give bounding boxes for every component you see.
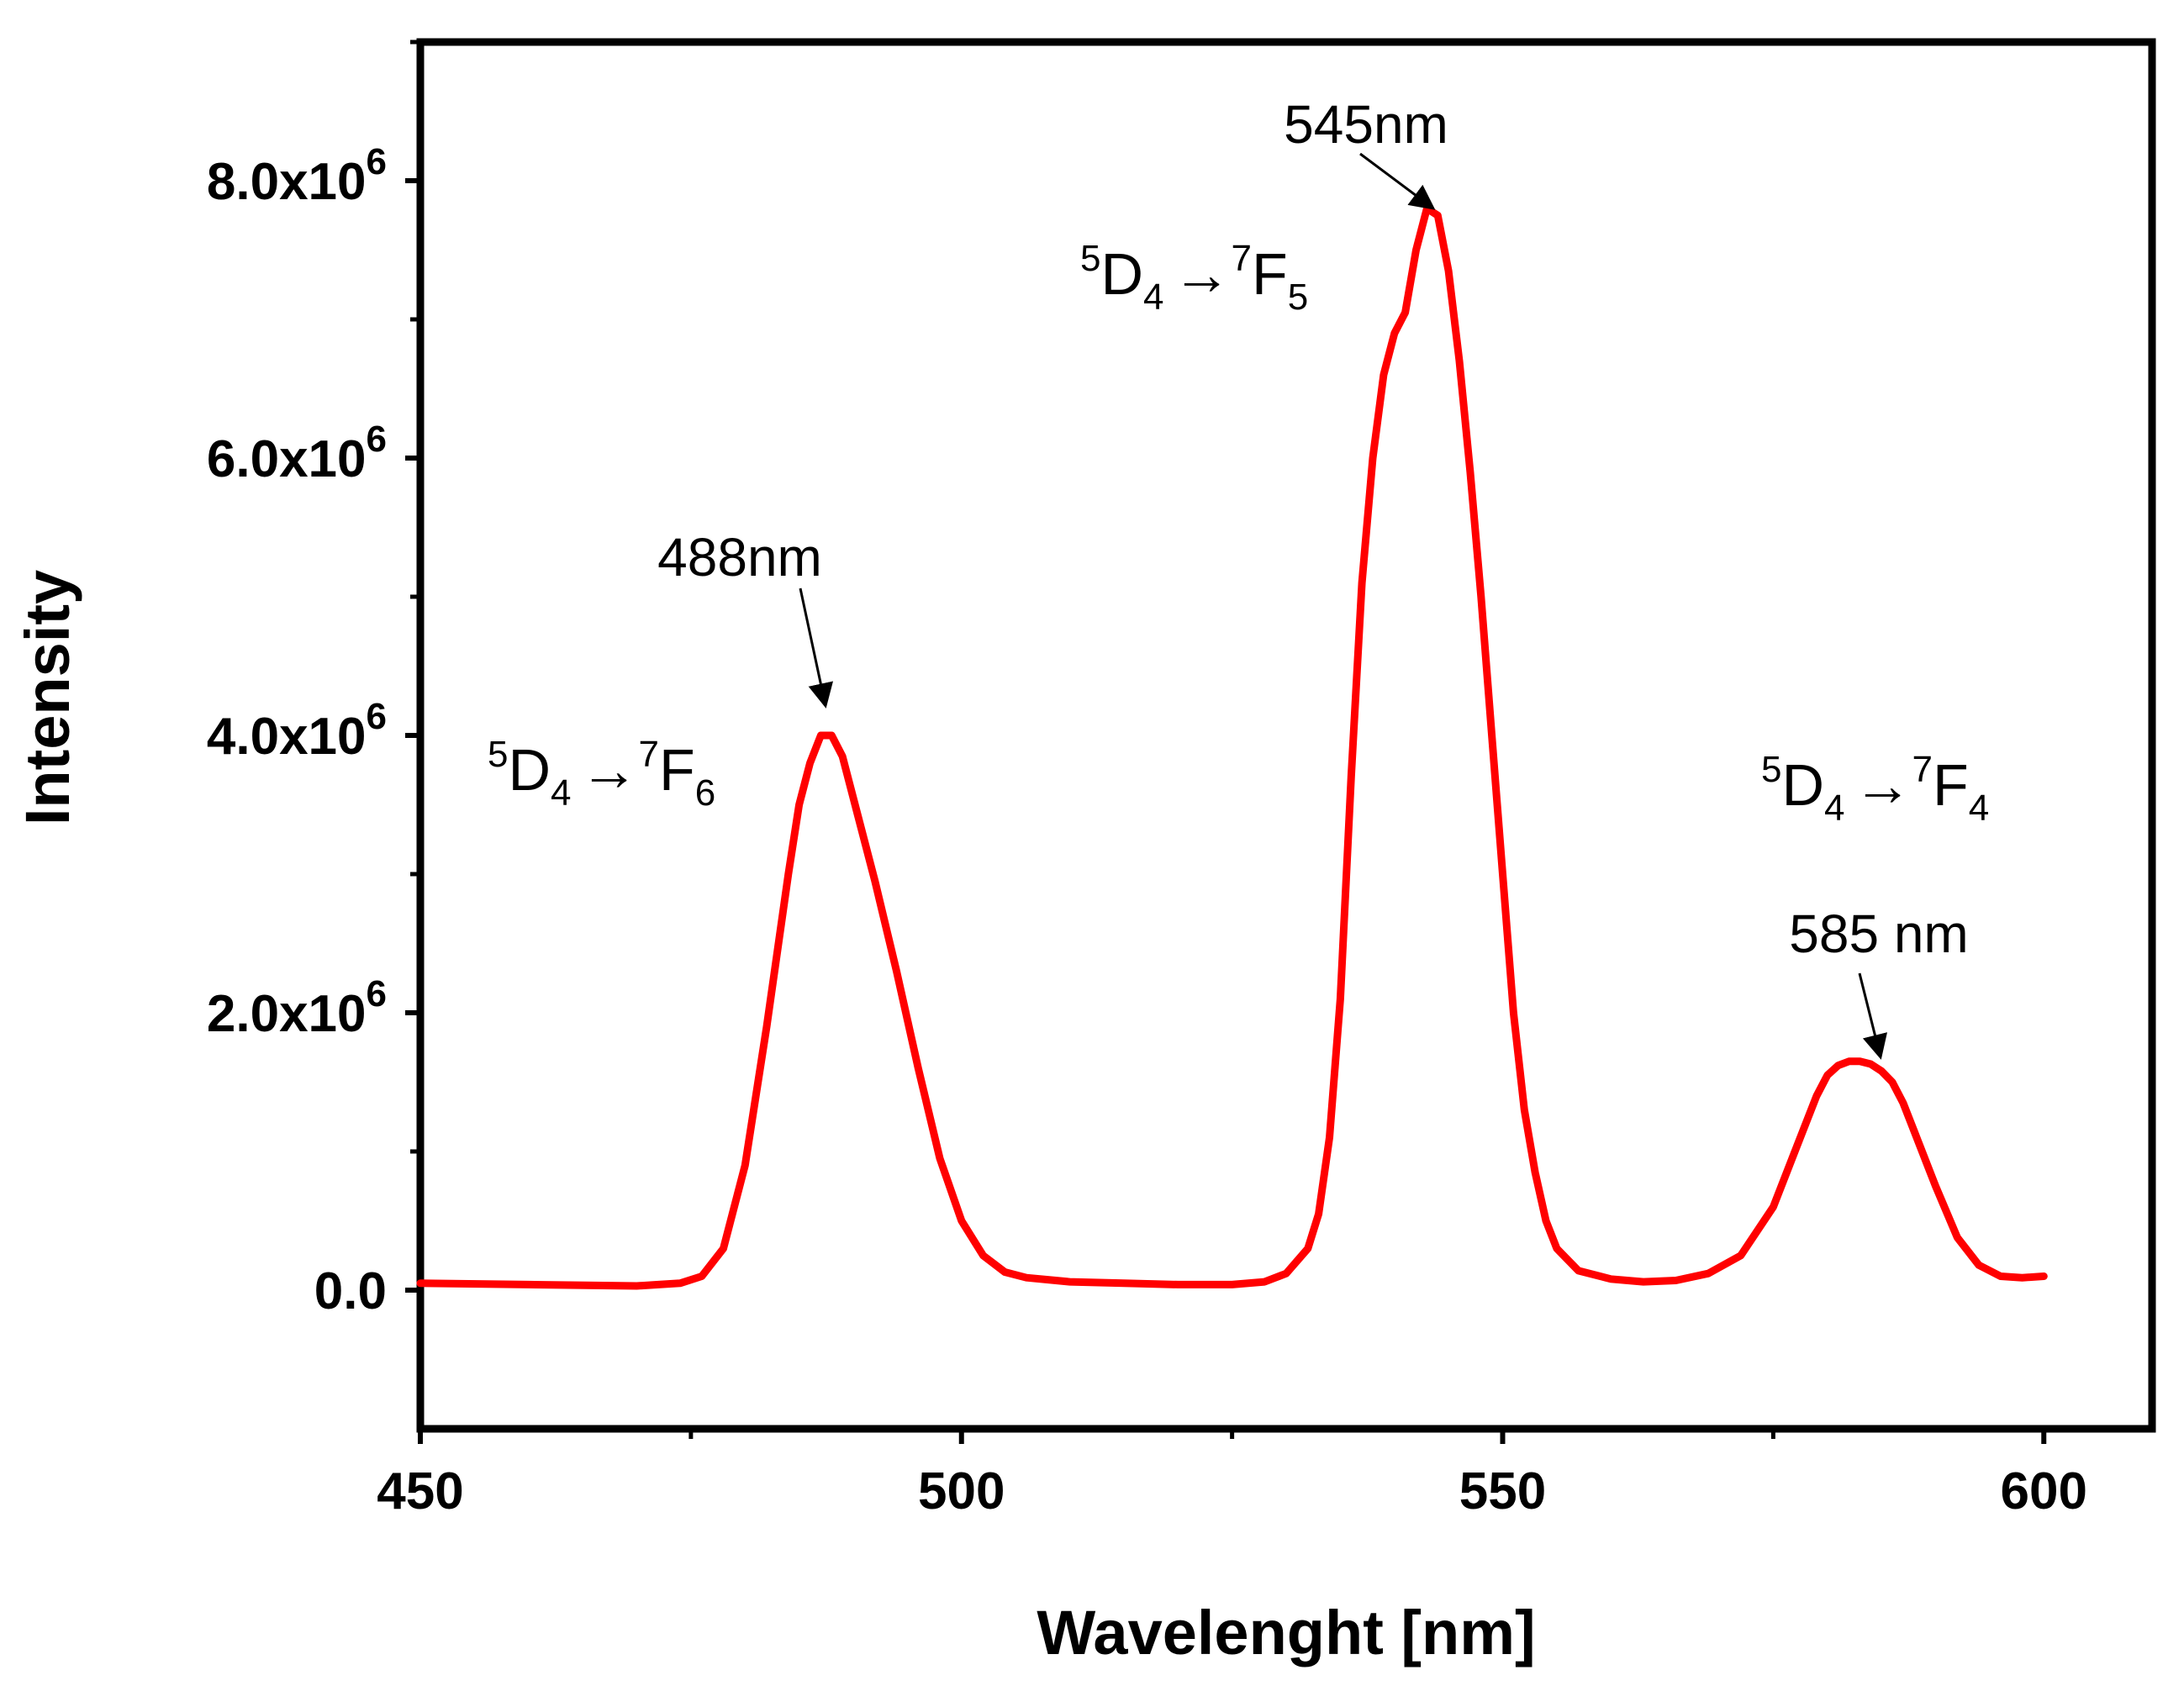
- y-tick-label: 6.0x106: [207, 419, 387, 488]
- annotation-545nm-arrow: [1359, 152, 1436, 210]
- x-tick-label: 500: [918, 1462, 1005, 1520]
- transition-label-f5: 5D4 →7F5: [1080, 238, 1308, 318]
- transition-label-f4: 5D4 →7F4: [1761, 749, 1989, 829]
- x-axis-tick-labels: 450 500 550 600: [377, 1462, 2087, 1520]
- annotation-488nm-arrow: [799, 587, 834, 709]
- y-tick-label: 4.0x106: [207, 696, 387, 766]
- x-axis-ticks: [418, 1432, 2047, 1444]
- plot-frame: [416, 38, 2156, 1433]
- y-axis-tick-labels: 0.0 2.0x106 4.0x106 6.0x106 8.0x106: [207, 141, 387, 1320]
- annotation-545nm: 545nm: [1284, 94, 1448, 155]
- emission-series-line: [416, 204, 2048, 1290]
- y-tick-label: 0.0: [314, 1262, 387, 1320]
- y-tick-label: 8.0x106: [207, 141, 387, 211]
- y-tick-label: 2.0x106: [207, 973, 387, 1043]
- annotation-585nm: 585 nm: [1789, 904, 1968, 964]
- y-axis-title: Intensity: [13, 570, 82, 825]
- x-axis-title: Wavelenght [nm]: [1037, 1598, 1535, 1668]
- y-axis-ticks: [405, 40, 417, 1293]
- x-tick-label: 550: [1459, 1462, 1546, 1520]
- x-tick-label: 450: [377, 1462, 463, 1520]
- transition-label-f6: 5D4 →7F6: [488, 734, 715, 814]
- annotation-585nm-arrow: [1858, 972, 1888, 1060]
- annotation-488nm: 488nm: [657, 527, 822, 587]
- x-tick-label: 600: [2001, 1462, 2087, 1520]
